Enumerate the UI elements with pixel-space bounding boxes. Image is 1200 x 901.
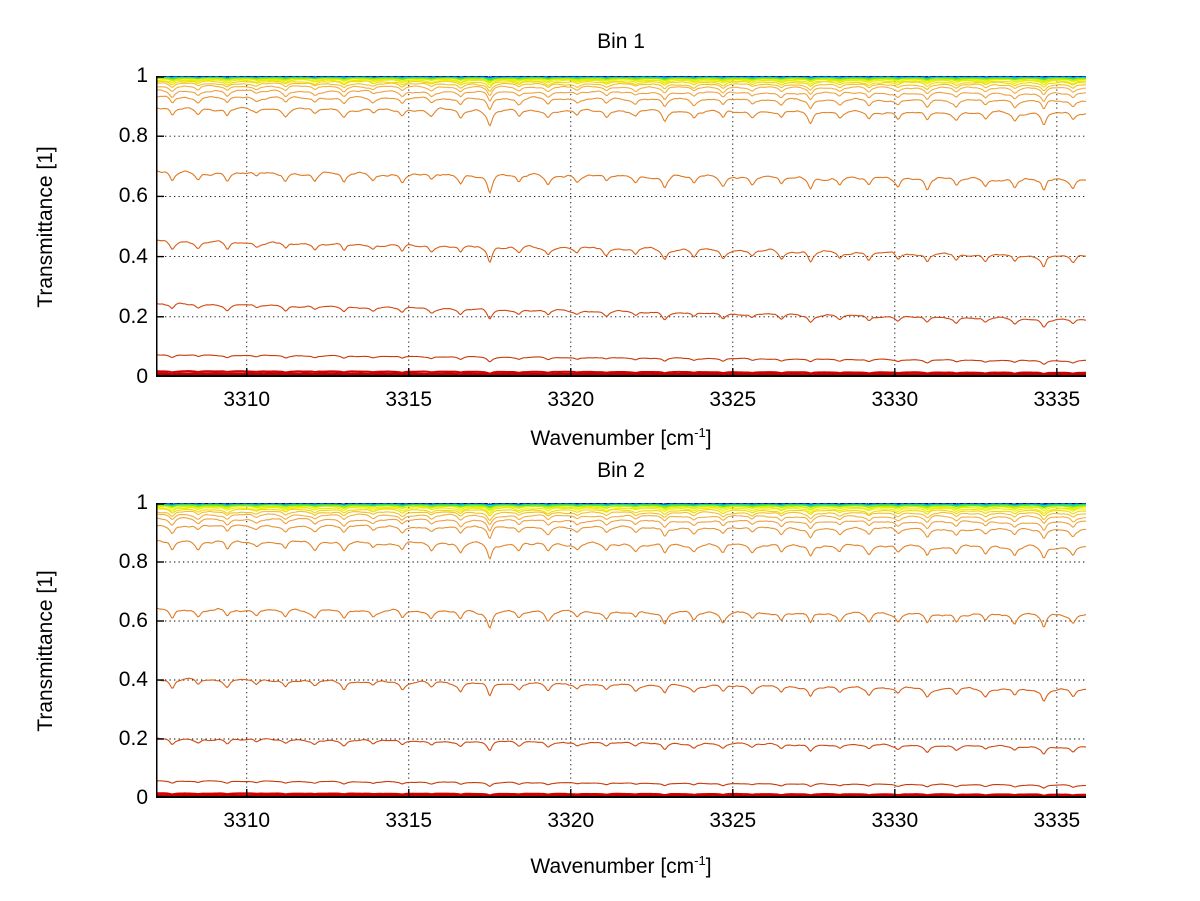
- y-tick-label: 0.4: [118, 668, 148, 691]
- y-tick-label: 0.2: [118, 304, 148, 328]
- x-tick-label: 3315: [385, 388, 433, 411]
- x-axis-label-superscript: -1: [694, 425, 706, 440]
- y-tick-label: 1: [136, 491, 148, 514]
- x-axis-label-text: Wavenumber [cm: [530, 427, 695, 450]
- subplot-bin1-x-axis-label: Wavenumber [cm-1]: [156, 421, 1086, 451]
- x-tick-label: 3320: [547, 809, 595, 832]
- x-tick-label: 3315: [385, 809, 433, 832]
- subplot-bin2-plot-canvas: [156, 503, 1086, 798]
- x-tick-label: 3325: [709, 388, 757, 411]
- subplot-bin1-plot-canvas: [156, 76, 1086, 377]
- x-tick-label: 3310: [223, 388, 271, 411]
- y-tick-label: 0.8: [118, 124, 148, 148]
- subplot-bin2-x-axis-label: Wavenumber [cm-1]: [156, 849, 1086, 879]
- x-tick-label: 3310: [223, 809, 271, 832]
- x-axis-label-superscript: -1: [694, 853, 706, 868]
- y-tick-label: 0: [136, 786, 148, 809]
- y-tick-label: 0.6: [118, 184, 148, 208]
- x-tick-label: 3335: [1033, 809, 1081, 832]
- subplot-bin1-title: Bin 1: [597, 30, 645, 53]
- x-tick-label: 3335: [1033, 388, 1081, 411]
- subplot-bin2-title: Bin 2: [597, 459, 645, 482]
- x-tick-label: 3330: [871, 809, 919, 832]
- x-tick-label: 3330: [871, 388, 919, 411]
- y-tick-label: 0: [136, 365, 148, 388]
- x-axis-label-text: ]: [705, 427, 712, 450]
- x-tick-label: 3325: [709, 809, 757, 832]
- y-tick-label: 0.6: [118, 609, 148, 632]
- y-tick-label: 0.4: [118, 244, 148, 268]
- x-tick-label: 3320: [547, 388, 595, 411]
- subplot-bin2-y-axis-label: Transmittance [1]: [34, 569, 57, 732]
- y-tick-label: 0.8: [118, 550, 148, 573]
- subplot-bin1-y-axis-label: Transmittance [1]: [34, 145, 57, 308]
- y-tick-label: 1: [136, 64, 148, 87]
- x-axis-label-text: ]: [705, 855, 712, 878]
- y-tick-label: 0.2: [118, 727, 148, 750]
- x-axis-label-text: Wavenumber [cm: [530, 855, 695, 878]
